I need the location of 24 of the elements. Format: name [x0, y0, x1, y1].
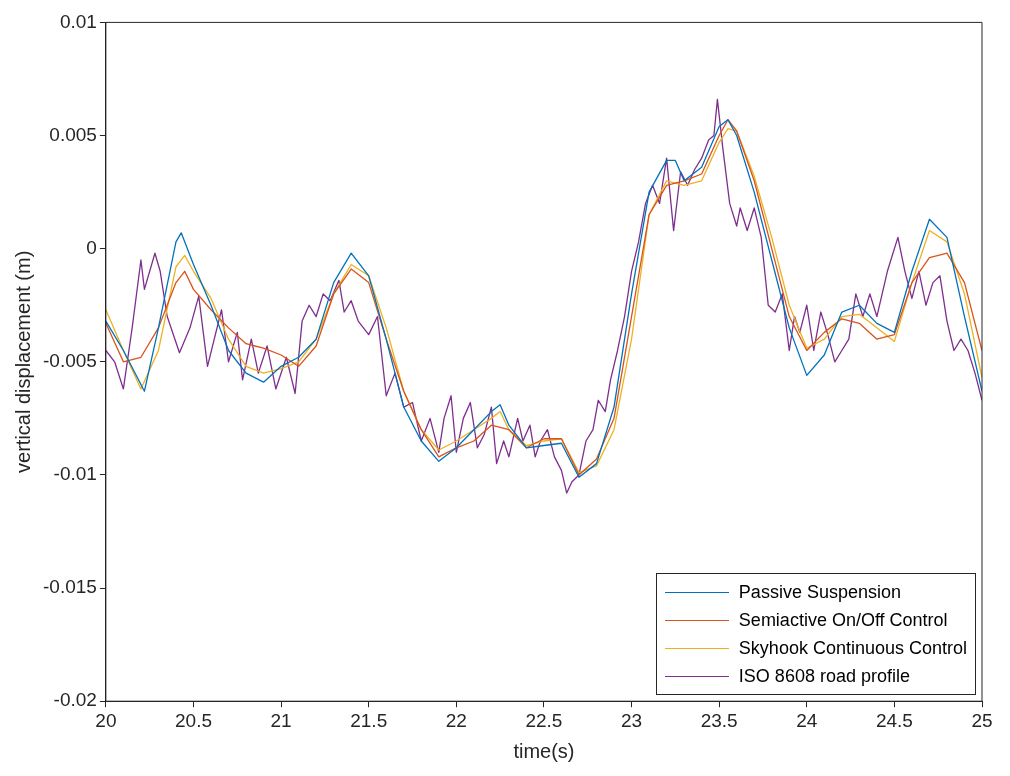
- y-tick-label: -0.015: [43, 576, 97, 598]
- legend-label: Passive Suspension: [738, 581, 901, 603]
- y-tick-label: 0.005: [49, 123, 97, 145]
- x-axis-title: time(s): [513, 739, 575, 762]
- x-tick-label: 20: [95, 709, 117, 731]
- y-axis-title: vertical displacement (m): [11, 250, 34, 473]
- legend-label: Semiactive On/Off Control: [738, 609, 948, 631]
- y-tick-label: -0.005: [43, 350, 97, 372]
- legend-label: Skyhook Continuous Control: [738, 637, 967, 659]
- x-tick-label: 20.5: [174, 709, 212, 731]
- y-tick-label: 0.01: [59, 10, 97, 32]
- x-tick-label: 23: [620, 709, 643, 731]
- x-tick-label: 22.5: [525, 709, 563, 731]
- x-tick-label: 24: [796, 709, 818, 731]
- x-tick-label: 25: [971, 709, 993, 731]
- x-tick-label: 21.5: [350, 709, 388, 731]
- y-tick-label: -0.02: [53, 689, 97, 711]
- x-tick-label: 22: [445, 709, 467, 731]
- y-tick-label: -0.01: [53, 463, 97, 485]
- x-tick-label: 21: [270, 709, 292, 731]
- x-tick-label: 24.5: [875, 709, 913, 731]
- x-tick-label: 23.5: [700, 709, 738, 731]
- legend-label: ISO 8608 road profile: [738, 665, 910, 687]
- y-tick-label: 0: [86, 236, 97, 258]
